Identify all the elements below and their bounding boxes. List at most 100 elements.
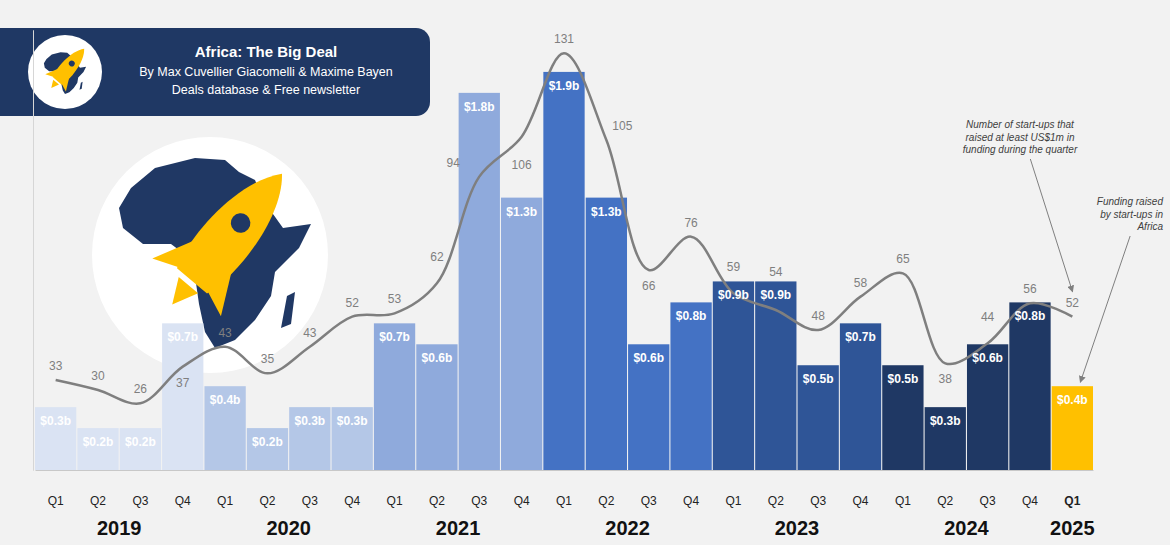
bar-label: $0.5b — [803, 372, 834, 386]
x-tick: Q1 — [556, 494, 572, 508]
x-tick-label: Q3 — [641, 494, 657, 508]
bar — [586, 198, 627, 470]
bar — [882, 365, 923, 470]
x-tick: Q3 — [302, 494, 318, 508]
annotation-line: funding during the quarter — [963, 144, 1078, 155]
line-label: 94 — [447, 156, 461, 170]
bar — [925, 407, 966, 470]
x-tick: Q1 — [895, 494, 911, 508]
bar-label: $1.3b — [591, 205, 622, 219]
x-tick: Q4 — [514, 494, 530, 508]
annotation-line: Africa — [1136, 221, 1163, 232]
bar-label: $0.2b — [125, 435, 156, 449]
bar — [204, 386, 245, 470]
line-label: 43 — [218, 326, 232, 340]
line-label: 37 — [176, 376, 190, 390]
bar — [670, 302, 711, 470]
bar-label: $0.9b — [760, 288, 791, 302]
x-tick-label: Q2 — [598, 494, 614, 508]
year-label: 2024 — [944, 517, 989, 539]
africa-island — [80, 82, 83, 90]
chart-container: Africa: The Big DealBy Max Cuvellier Gia… — [0, 0, 1170, 545]
bar-label: $0.7b — [845, 330, 876, 344]
bar-label: $0.8b — [1015, 309, 1046, 323]
year-label: 2020 — [266, 517, 311, 539]
x-tick-label: Q2 — [90, 494, 106, 508]
chart-svg: Africa: The Big DealBy Max Cuvellier Gia… — [0, 0, 1170, 545]
logo-circle — [92, 137, 328, 373]
header-box — [0, 28, 430, 116]
year-label: 2019 — [97, 517, 142, 539]
bar-label: $0.2b — [83, 435, 114, 449]
x-tick-label: Q3 — [302, 494, 318, 508]
line-label: 65 — [896, 252, 910, 266]
line-label: 59 — [727, 260, 741, 274]
bar-label: $0.7b — [167, 330, 198, 344]
line-label: 35 — [261, 352, 275, 366]
bar-label: $0.3b — [930, 414, 961, 428]
annotation: Number of start-ups thatraised at least … — [963, 119, 1078, 155]
line-label: 44 — [981, 310, 995, 324]
bar — [1009, 302, 1050, 470]
bar-label: $0.3b — [40, 414, 71, 428]
annotation-line: Number of start-ups that — [966, 119, 1075, 130]
bar — [77, 428, 118, 470]
line-label: 76 — [684, 216, 698, 230]
header-title: Africa: The Big Deal — [195, 43, 338, 60]
x-tick-label: Q4 — [514, 494, 530, 508]
x-tick: Q2 — [90, 494, 106, 508]
x-tick-label: Q1 — [556, 494, 572, 508]
line-label: 52 — [346, 296, 360, 310]
line-label: 66 — [642, 279, 656, 293]
annotation-arrow — [1030, 159, 1072, 292]
x-tick-label: Q1 — [48, 494, 64, 508]
bar — [798, 365, 839, 470]
year-label: 2023 — [775, 517, 820, 539]
bar-label: $0.8b — [676, 309, 707, 323]
x-tick-label: Q4 — [853, 494, 869, 508]
header-tagline: Deals database & Free newsletter — [172, 83, 360, 97]
x-axis: Q1 Q2 Q3 Q4 Q1 Q2 Q3 Q4 Q1 Q2 Q3 Q4 Q1 Q2 Q3 Q4 Q1 Q2 Q3 Q4… — [36, 471, 1094, 508]
x-tick-label: Q1 — [217, 494, 233, 508]
line-label: 30 — [91, 369, 105, 383]
line-label: 52 — [1066, 296, 1080, 310]
bar-label: $0.9b — [718, 288, 749, 302]
logo-circle — [28, 35, 102, 109]
line-label: 62 — [430, 250, 444, 264]
annotation-line: Funding raised — [1097, 196, 1164, 207]
x-tick: Q1 — [1064, 494, 1080, 508]
bar-label: $0.7b — [379, 330, 410, 344]
rocket-body — [172, 157, 303, 298]
line-label: 33 — [49, 359, 63, 373]
rocket — [41, 40, 95, 97]
rocket-window — [227, 209, 255, 237]
x-tick-label: Q1 — [387, 494, 403, 508]
x-tick: Q3 — [980, 494, 996, 508]
x-tick-label: Q2 — [768, 494, 784, 508]
x-tick: Q4 — [175, 494, 191, 508]
x-tick-label: Q1 — [725, 494, 741, 508]
line-label: 131 — [554, 32, 574, 46]
x-tick-label: Q3 — [471, 494, 487, 508]
x-tick: Q1 — [387, 494, 403, 508]
annotation-line: by start-ups in — [1100, 209, 1163, 220]
bar — [35, 407, 76, 470]
line-label: 106 — [512, 158, 532, 172]
line — [56, 53, 1073, 403]
bar — [713, 281, 754, 470]
line-label: 38 — [939, 372, 953, 386]
x-tick: Q4 — [683, 494, 699, 508]
bar — [501, 198, 542, 470]
bar-label: $0.6b — [972, 351, 1003, 365]
line-label: 56 — [1023, 282, 1037, 296]
africa-island — [281, 292, 295, 328]
x-tick-label: Q2 — [259, 494, 275, 508]
y2-axis — [33, 31, 34, 471]
bar — [247, 428, 288, 470]
x-tick-label: Q4 — [1022, 494, 1038, 508]
bar-label: $0.6b — [422, 351, 453, 365]
x-axis-line — [36, 470, 1094, 471]
x-tick: Q3 — [132, 494, 148, 508]
x-tick-label: Q2 — [937, 494, 953, 508]
axis-line — [33, 31, 34, 471]
